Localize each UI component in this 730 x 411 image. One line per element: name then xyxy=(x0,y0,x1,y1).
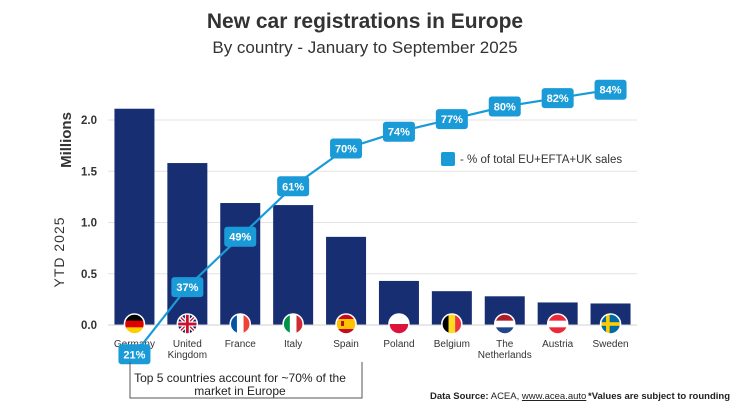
y-tick-label: 0.0 xyxy=(81,320,97,332)
share-data-label: 77% xyxy=(435,109,468,130)
axes: Millions YTD 2025 xyxy=(51,112,75,287)
germany-flag-icon xyxy=(123,313,146,335)
svg-text:74%: 74% xyxy=(388,127,410,139)
share-data-label: 61% xyxy=(277,176,310,197)
x-tick-label: France xyxy=(225,339,257,350)
share-data-label: 80% xyxy=(488,96,521,117)
y-tick-label: 1.5 xyxy=(81,166,98,178)
chart-subtitle: By country - January to September 2025 xyxy=(212,38,518,57)
share-data-label: 70% xyxy=(330,138,363,159)
x-tick-label: Austria xyxy=(542,339,574,350)
x-tick-label: Spain xyxy=(333,339,359,350)
annotation-line-1: Top 5 countries account for ~70% of the xyxy=(134,371,346,385)
svg-text:37%: 37% xyxy=(176,282,198,294)
legend-label: - % of total EU+EFTA+UK sales xyxy=(460,154,622,166)
bar xyxy=(167,163,208,325)
share-line-series: 21% 37% 49% 61% 70% 74% 77% 80% 82% 84% xyxy=(118,79,627,365)
svg-text:84%: 84% xyxy=(600,85,622,97)
sweden-flag-icon xyxy=(599,313,622,335)
x-tick-label: Kingdom xyxy=(168,350,207,361)
netherlands-flag-icon xyxy=(494,313,516,335)
svg-text:77%: 77% xyxy=(441,114,463,126)
legend: - % of total EU+EFTA+UK sales xyxy=(441,152,622,166)
svg-text:80%: 80% xyxy=(494,102,516,114)
data-source-link[interactable]: www.acea.auto xyxy=(521,391,587,402)
x-tick-label: Sweden xyxy=(592,339,628,350)
belgium-flag-icon xyxy=(441,313,463,335)
data-source-text: ACEA, xyxy=(490,391,520,402)
annotation-line-2: market in Europe xyxy=(194,384,286,398)
svg-text:82%: 82% xyxy=(547,93,569,105)
x-tick-label: The xyxy=(496,339,514,350)
data-source: Data Source: ACEA, www.acea.auto xyxy=(430,391,586,402)
x-tick-label: Belgium xyxy=(434,339,470,350)
bar-series: GermanyUnitedKingdomFranceItalySpainPola… xyxy=(108,108,637,361)
x-tick-label: Italy xyxy=(284,339,302,350)
top5-annotation: Top 5 countries account for ~70% of the … xyxy=(129,362,363,399)
bar xyxy=(273,205,314,325)
rounding-note: *Values are subject to rounding xyxy=(588,391,730,402)
france-flag-icon xyxy=(229,313,251,335)
poland-flag-icon xyxy=(388,313,410,335)
bar xyxy=(220,203,261,325)
x-tick-label: Poland xyxy=(383,339,414,350)
y-axis-title-main: Millions xyxy=(58,112,75,168)
y-tick-label: 2.0 xyxy=(81,115,97,127)
austria-flag-icon xyxy=(546,313,569,335)
share-data-label: 82% xyxy=(541,88,574,109)
share-data-label: 84% xyxy=(594,79,627,100)
share-data-label: 21% xyxy=(118,344,151,365)
chart-title: New car registrations in Europe xyxy=(206,10,524,33)
svg-text:61%: 61% xyxy=(282,181,304,193)
data-source-label: Data Source: xyxy=(430,391,489,402)
share-data-label: 74% xyxy=(382,121,415,142)
share-data-label: 49% xyxy=(224,226,257,247)
svg-text:70%: 70% xyxy=(335,144,357,156)
x-tick-label: United xyxy=(173,339,202,350)
uk-flag-icon xyxy=(176,313,199,335)
x-tick-label: Netherlands xyxy=(478,350,532,361)
bar xyxy=(114,108,155,325)
annotation-bracket xyxy=(129,362,363,399)
share-line xyxy=(133,88,611,355)
spain-flag-icon xyxy=(335,313,357,335)
share-data-label: 37% xyxy=(171,277,204,298)
country-flags xyxy=(123,313,622,335)
bar xyxy=(326,236,367,325)
svg-text:21%: 21% xyxy=(123,349,145,361)
italy-flag-icon xyxy=(282,313,304,335)
y-tick-label: 1.0 xyxy=(81,218,97,230)
svg-text:49%: 49% xyxy=(229,232,251,244)
legend-swatch xyxy=(441,152,455,166)
y-axis-title-secondary: YTD 2025 xyxy=(51,216,67,287)
y-tick-label: 0.5 xyxy=(81,269,98,281)
